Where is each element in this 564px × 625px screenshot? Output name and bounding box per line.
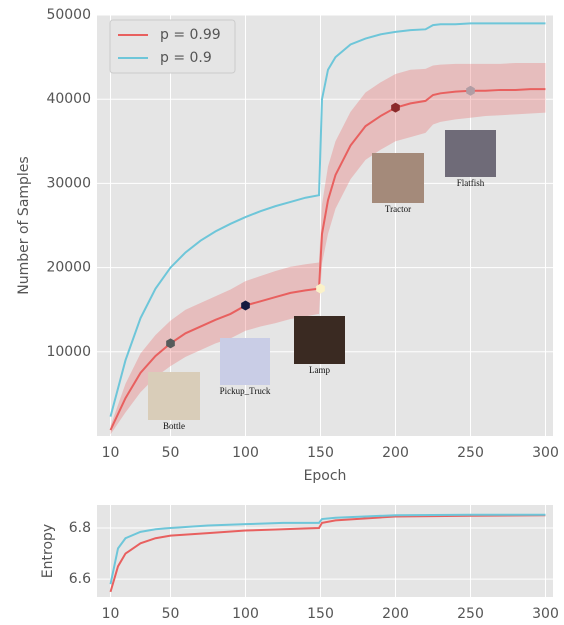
plot-area (109, 513, 546, 593)
image-caption: Tractor (385, 204, 411, 214)
x-tick-label: 150 (307, 606, 334, 622)
x-tick-label: 250 (457, 606, 484, 622)
sample-image (445, 130, 496, 177)
line-series (109, 22, 546, 417)
y-tick-label: 6.6 (69, 571, 91, 587)
sample-image (372, 153, 424, 203)
hexagon-marker (391, 102, 400, 113)
image-caption: Flatfish (457, 178, 485, 188)
x-tick-label: 250 (457, 445, 484, 461)
x-tick-label: 200 (382, 445, 409, 461)
hexagon-marker (241, 300, 250, 311)
line-series (109, 513, 546, 585)
line-series (109, 88, 546, 431)
legend-label: p = 0.99 (160, 27, 221, 43)
sample-image (148, 372, 200, 420)
plot-background (97, 505, 553, 597)
legend-label: p = 0.9 (160, 50, 212, 66)
y-tick-label: 50000 (46, 7, 91, 23)
legend-box (109, 19, 236, 74)
y-tick-label: 30000 (46, 175, 91, 191)
confidence-band (110, 62, 546, 435)
sample-image (220, 338, 270, 385)
plot-area (109, 22, 546, 435)
image-caption: Bottle (163, 421, 185, 431)
line-series (109, 514, 546, 593)
x-tick-label: 300 (532, 445, 559, 461)
x-tick-label: 150 (307, 445, 334, 461)
x-tick-label: 200 (382, 606, 409, 622)
hexagon-marker (316, 283, 325, 294)
image-caption: Lamp (309, 365, 330, 375)
x-tick-label: 10 (102, 445, 120, 461)
x-tick-label: 100 (232, 606, 259, 622)
y-tick-label: 10000 (46, 344, 91, 360)
y-tick-label: 6.8 (69, 520, 91, 536)
x-tick-label: 10 (102, 606, 120, 622)
hexagon-marker (166, 338, 175, 349)
image-caption: Pickup_Truck (220, 386, 271, 396)
x-tick-label: 50 (162, 445, 180, 461)
x-tick-label: 50 (162, 606, 180, 622)
x-tick-label: 100 (232, 445, 259, 461)
y-tick-label: 20000 (46, 260, 91, 276)
hexagon-marker (466, 85, 475, 96)
y-tick-label: 40000 (46, 91, 91, 107)
y-axis-label: Number of Samples (16, 156, 32, 294)
x-tick-label: 300 (532, 606, 559, 622)
y-axis-label: Entropy (40, 524, 56, 578)
x-axis-label: Epoch (304, 468, 347, 484)
sample-image (294, 316, 345, 364)
